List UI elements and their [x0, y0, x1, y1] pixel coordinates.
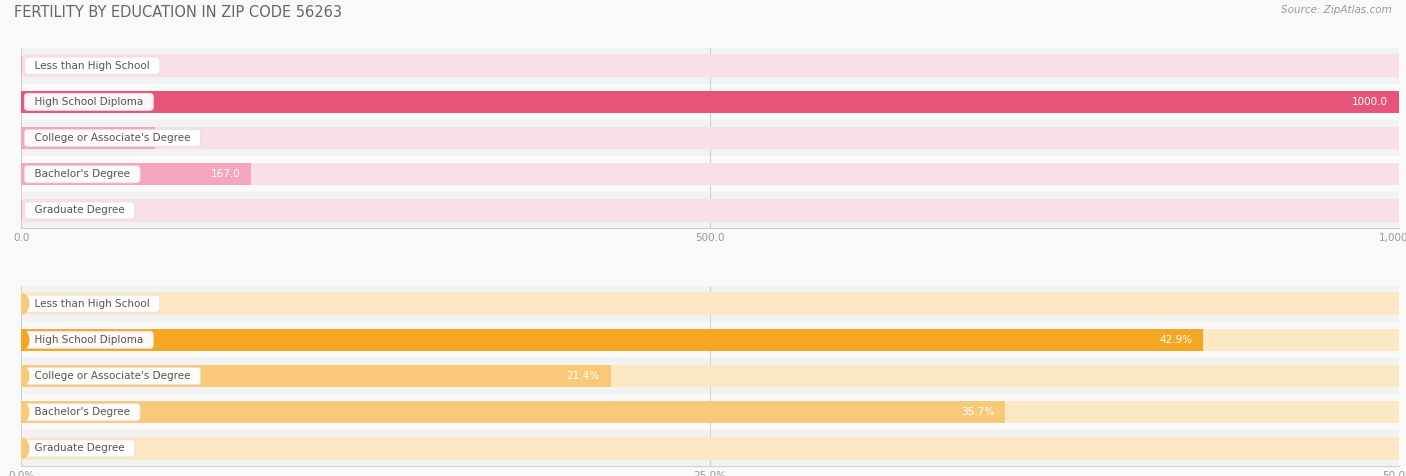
Circle shape: [14, 330, 28, 350]
Bar: [21, 365, 1399, 387]
Text: 0.0: 0.0: [35, 60, 51, 71]
Text: High School Diploma: High School Diploma: [28, 97, 149, 107]
Text: 167.0: 167.0: [211, 169, 240, 179]
Text: 0.0%: 0.0%: [35, 298, 60, 309]
Text: Source: ZipAtlas.com: Source: ZipAtlas.com: [1281, 5, 1392, 15]
Bar: [21, 437, 1399, 460]
Bar: [21, 90, 1399, 113]
Text: Graduate Degree: Graduate Degree: [28, 205, 131, 216]
Text: Bachelor's Degree: Bachelor's Degree: [28, 169, 136, 179]
Text: 42.9%: 42.9%: [1159, 335, 1192, 345]
Bar: [21, 48, 1399, 84]
Circle shape: [14, 294, 28, 314]
Text: Graduate Degree: Graduate Degree: [28, 443, 131, 454]
Circle shape: [14, 438, 28, 458]
Bar: [21, 120, 1399, 156]
Circle shape: [14, 366, 28, 386]
Bar: [21, 328, 1399, 351]
Bar: [21, 163, 1399, 186]
Bar: [21, 84, 1399, 120]
Bar: [21, 401, 1399, 424]
Bar: [21, 163, 252, 186]
Bar: [21, 127, 1399, 149]
Text: 0.0: 0.0: [35, 205, 51, 216]
Text: 21.4%: 21.4%: [567, 371, 600, 381]
Text: College or Associate's Degree: College or Associate's Degree: [28, 133, 197, 143]
Bar: [21, 90, 1399, 113]
Circle shape: [14, 402, 28, 422]
Bar: [21, 322, 1399, 358]
Bar: [21, 192, 1399, 228]
Bar: [21, 401, 1005, 424]
Bar: [21, 292, 1399, 315]
Bar: [21, 127, 155, 149]
Text: 0.0%: 0.0%: [35, 443, 60, 454]
Text: 35.7%: 35.7%: [960, 407, 994, 417]
Bar: [21, 156, 1399, 192]
Bar: [21, 328, 1204, 351]
Text: High School Diploma: High School Diploma: [28, 335, 149, 345]
Text: Less than High School: Less than High School: [28, 298, 156, 309]
Bar: [21, 199, 1399, 222]
Bar: [21, 286, 1399, 322]
Bar: [21, 394, 1399, 430]
Bar: [21, 365, 610, 387]
Bar: [21, 430, 1399, 466]
Bar: [21, 54, 1399, 77]
Text: Less than High School: Less than High School: [28, 60, 156, 71]
Text: 1000.0: 1000.0: [1353, 97, 1388, 107]
Bar: [21, 358, 1399, 394]
Text: FERTILITY BY EDUCATION IN ZIP CODE 56263: FERTILITY BY EDUCATION IN ZIP CODE 56263: [14, 5, 342, 20]
Text: College or Associate's Degree: College or Associate's Degree: [28, 371, 197, 381]
Text: 97.0: 97.0: [169, 133, 191, 143]
Text: Bachelor's Degree: Bachelor's Degree: [28, 407, 136, 417]
